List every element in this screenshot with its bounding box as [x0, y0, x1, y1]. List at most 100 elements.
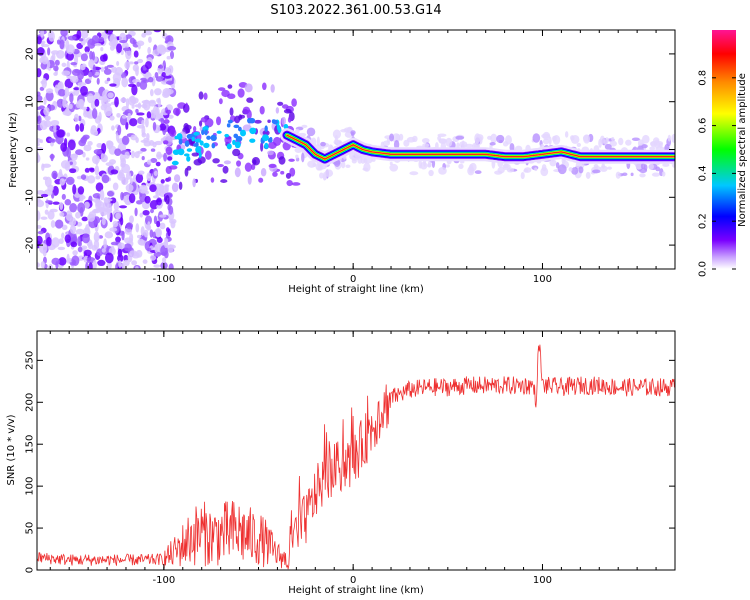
noise-blob	[115, 236, 121, 243]
noise-blob	[62, 110, 72, 116]
signal-blob	[242, 106, 251, 114]
noise-blob	[83, 201, 90, 209]
noise-blob	[149, 254, 157, 261]
signal-blob	[655, 166, 661, 172]
signal-blob	[564, 131, 569, 138]
noise-blob	[143, 229, 149, 238]
signal-blob	[280, 170, 285, 175]
hot-spot	[206, 135, 211, 140]
noise-blob	[109, 227, 118, 232]
signal-blob	[244, 162, 252, 172]
hot-spot	[172, 149, 180, 156]
noise-blob	[84, 224, 90, 235]
noise-blob	[155, 161, 161, 167]
top-ytick-label: -20	[25, 237, 36, 253]
noise-blob	[37, 230, 44, 235]
noise-blob	[103, 238, 107, 250]
signal-blob	[576, 142, 582, 148]
signal-blob	[490, 133, 498, 144]
noise-blob	[167, 46, 177, 51]
noise-blob	[106, 77, 111, 82]
noise-blob	[41, 78, 48, 89]
signal-blob	[184, 167, 189, 177]
bottom-ytick-label: 200	[25, 393, 36, 412]
signal-blob	[204, 150, 212, 160]
noise-blob	[70, 241, 78, 248]
hot-spot	[177, 148, 185, 156]
noise-blob	[112, 72, 122, 84]
noise-blob	[50, 220, 56, 228]
hot-spot	[198, 151, 202, 159]
noise-blob	[92, 64, 96, 75]
noise-blob	[161, 71, 166, 77]
hot-spot	[269, 136, 273, 141]
noise-blob	[37, 94, 43, 103]
signal-blob	[651, 172, 661, 177]
signal-blob	[363, 162, 371, 172]
noise-blob	[79, 123, 85, 132]
noise-blob	[115, 212, 121, 220]
noise-blob	[106, 203, 113, 214]
noise-blob	[77, 255, 85, 261]
signal-blob	[455, 135, 465, 140]
noise-blob	[156, 237, 163, 243]
signal-blob	[592, 169, 601, 174]
signal-blob	[474, 133, 481, 144]
bottom-ytick-label: 100	[25, 477, 36, 496]
signal-blob	[571, 167, 579, 175]
noise-blob	[138, 184, 148, 194]
noise-blob	[37, 115, 42, 125]
noise-blob	[89, 50, 93, 61]
signal-blob	[237, 88, 245, 98]
hot-spot	[191, 136, 196, 142]
signal-blob	[389, 161, 393, 166]
noise-blob	[37, 152, 40, 163]
noise-blob	[147, 76, 154, 83]
colorbar-tick-label: 0.2	[698, 213, 709, 229]
noise-blob	[82, 151, 86, 158]
signal-blob	[403, 139, 410, 147]
signal-blob	[254, 119, 262, 124]
noise-blob	[99, 189, 105, 201]
noise-blob	[52, 201, 60, 205]
noise-blob	[75, 123, 80, 132]
hot-spot	[226, 143, 232, 150]
noise-blob	[91, 129, 99, 136]
noise-blob	[66, 52, 75, 61]
noise-blob	[78, 240, 82, 247]
noise-blob	[77, 70, 85, 80]
signal-blob	[178, 181, 183, 190]
noise-blob	[101, 174, 110, 184]
noise-blob	[164, 250, 169, 259]
hot-spot	[232, 139, 236, 145]
signal-blob	[458, 163, 464, 170]
noise-blob	[136, 81, 141, 87]
top-ytick-label: 10	[25, 95, 36, 108]
noise-blob	[159, 214, 167, 218]
noise-blob	[40, 193, 49, 198]
noise-blob	[61, 232, 65, 239]
noise-blob	[81, 136, 88, 142]
noise-blob	[142, 79, 150, 83]
noise-blob	[97, 259, 106, 267]
noise-blob	[94, 165, 100, 176]
signal-blob	[262, 130, 270, 136]
signal-blob	[171, 182, 179, 193]
signal-blob	[168, 165, 178, 170]
noise-blob	[80, 245, 88, 250]
signal-blob	[568, 167, 573, 172]
noise-blob	[47, 104, 56, 111]
bottom-x-axis-label: Height of straight line (km)	[288, 585, 424, 596]
signal-blob	[227, 93, 236, 100]
noise-blob	[80, 106, 88, 110]
noise-blob	[96, 143, 103, 148]
noise-blob	[75, 149, 84, 156]
noise-blob	[69, 168, 77, 174]
signal-blob	[409, 171, 419, 176]
noise-blob	[71, 255, 80, 266]
noise-blob	[61, 70, 71, 77]
hot-spot	[235, 136, 243, 142]
hot-spot	[247, 117, 252, 124]
noise-blob	[144, 195, 151, 204]
